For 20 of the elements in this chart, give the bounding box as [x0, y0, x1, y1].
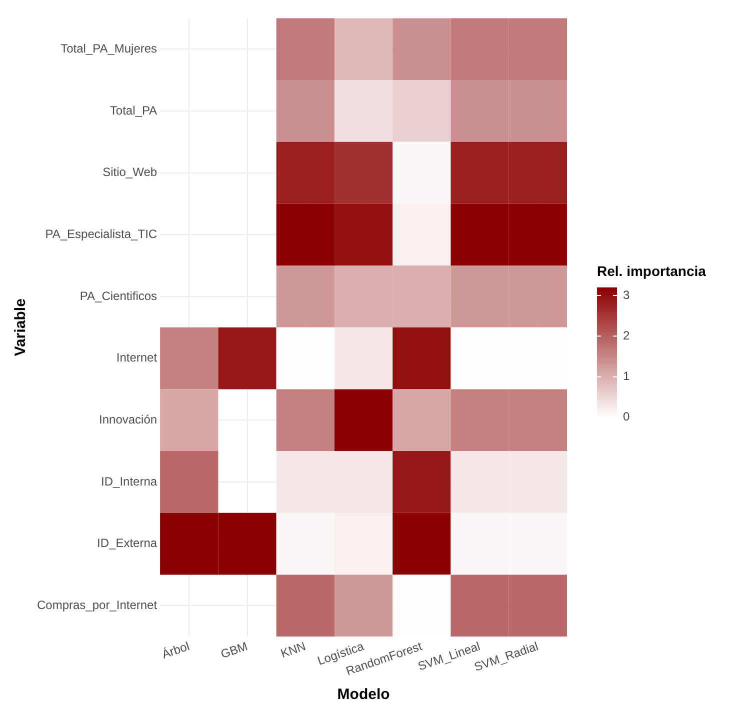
y-tick-label: Compras_por_Internet	[36, 598, 158, 612]
y-tick-label: ID_Externa	[97, 536, 158, 550]
color-bar-label: 3	[623, 288, 630, 302]
y-tick-label: Innovación	[99, 412, 158, 426]
x-axis-title: Modelo	[337, 686, 390, 704]
y-tick-label: PA_Cientificos	[80, 288, 158, 303]
y-tick-label: Internet	[116, 350, 158, 365]
y-axis-title: Variable	[12, 298, 30, 356]
y-tick-label: ID_Interna	[101, 474, 158, 488]
y-tick-label: Sitio_Web	[102, 165, 158, 180]
y-tick-label: Total_PA_Mujeres	[60, 41, 158, 56]
y-tick-label: Total_PA	[110, 103, 158, 118]
y-tick-label: PA_Especialista_TIC	[45, 226, 158, 241]
color-bar-label: 1	[623, 369, 630, 384]
color-bar-title: Rel. importancia	[597, 263, 706, 280]
x-tick-label: Árbol	[160, 639, 192, 662]
x-tick-label: KNN	[278, 639, 308, 661]
x-tick-label: GBM	[218, 639, 250, 662]
color-bar-label: 2	[623, 328, 630, 342]
color-bar-label: 0	[623, 410, 630, 424]
